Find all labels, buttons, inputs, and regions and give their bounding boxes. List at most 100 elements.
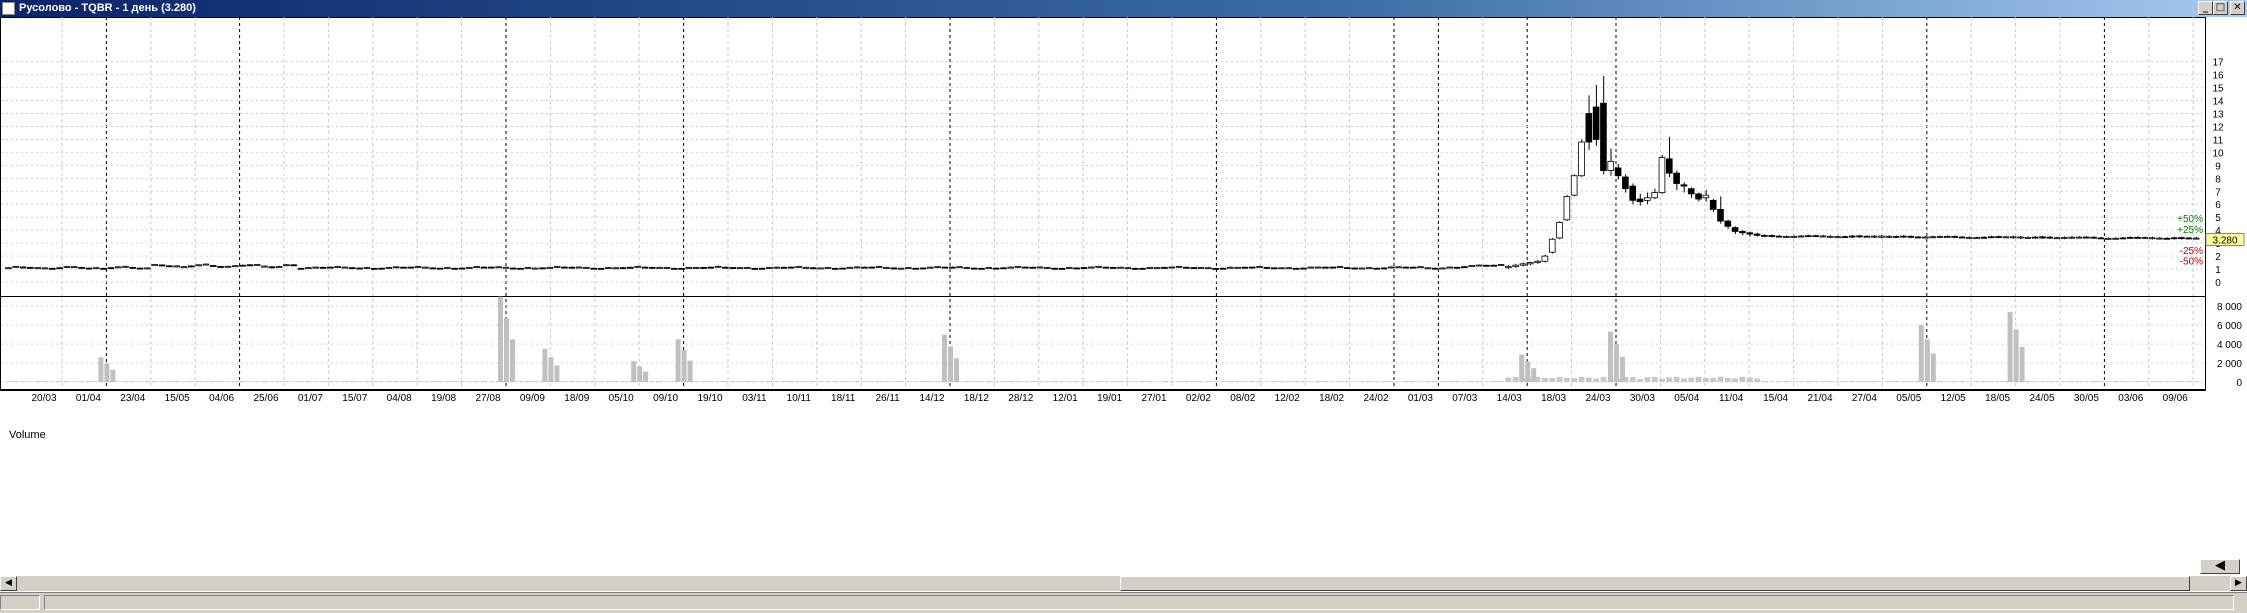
candle [802,266,810,269]
candle [1234,266,1241,269]
candle [1029,266,1037,269]
candle [195,264,202,267]
volume-bar [166,381,173,382]
candle [1358,267,1366,270]
volume-bar [1029,381,1036,382]
volume-bar [1505,377,1512,382]
volume-bar [678,381,685,382]
candle [992,267,1000,270]
volume-bar [371,381,378,382]
candle [2046,236,2054,239]
volume-bar [1790,381,1797,382]
candle [1965,237,1973,239]
candle [1197,267,1205,269]
candle [1614,167,1622,177]
scroll-right-icon[interactable]: ▶ [2230,576,2247,591]
candle [627,266,634,269]
candle [846,266,854,269]
volume-bar [1073,381,1080,382]
volume-bar [407,381,414,382]
scroll-left-icon[interactable]: ◀ [0,576,17,591]
scroll-thumb[interactable] [1120,576,2190,591]
volume-bar [12,381,19,382]
volume-bar [2054,381,2060,382]
x-tick-label: 15/04 [1763,393,1788,404]
candle [1951,236,1958,238]
volume-bar [129,381,136,382]
minimize-button[interactable]: _ [2198,1,2213,15]
candle [1870,235,1878,238]
volume-spike-bar [1531,368,1537,382]
scroll-to-end-button[interactable]: ◀ [2200,559,2240,574]
candle [1212,267,1219,270]
volume-bar [1988,381,1995,382]
x-tick-label: 24/03 [1585,393,1610,404]
candle [166,265,173,268]
x-tick-label: 15/07 [342,393,367,404]
price-tick-label: 10 [2212,148,2224,159]
volume-spike-bar [548,357,554,382]
candle [546,266,554,269]
candle [436,267,444,270]
volume-bar [473,381,480,382]
candle [2185,237,2193,240]
status-tab[interactable] [44,595,2234,610]
volume-bar [1659,378,1665,382]
volume-bar [27,381,34,382]
price-tick-label: 17 [2212,58,2224,69]
volume-spike-bar [542,348,548,382]
x-tick-label: 23/04 [120,393,145,404]
volume-bar [437,381,443,382]
candle [1292,267,1300,270]
candle [1885,235,1893,238]
candle [883,267,890,269]
price-tick-label: 7 [2215,187,2221,198]
candle [868,266,876,269]
candle [114,266,122,269]
last-price-label: 3.280 [2212,235,2237,246]
volume-bar [276,381,283,382]
candle [700,267,707,269]
volume-tick-label: 4 000 [2217,340,2242,351]
volume-bar [1183,381,1190,382]
horizontal-scrollbar[interactable]: ◀ ▶ [0,575,2247,591]
volume-bar [1644,377,1651,382]
x-tick-label: 09/10 [653,393,678,404]
volume-bar [620,381,626,382]
candle [290,264,298,267]
price-tick-label: 14 [2212,97,2224,108]
candle [707,266,715,269]
volume-bar [956,381,963,382]
close-button[interactable]: ✕ [2230,1,2245,15]
volume-bar [1468,381,1475,382]
x-tick-label: 12/02 [1275,393,1300,404]
volume-bar [1805,381,1812,382]
volume-bar [1044,381,1051,382]
volume-bar [1856,381,1863,382]
maximize-button[interactable]: □ [2213,1,2228,15]
candle [1205,267,1212,270]
price-chart[interactable]: 20/03 01/04 23/04 15/05 04/06 25/06 01/07 15/07… [0,0,2247,575]
candle [363,267,371,269]
x-tick-label: 03/11 [742,393,767,404]
volume-bar [664,381,670,382]
window-title: Русолово - TQBR - 1 день (3.280) [19,2,196,14]
volume-bar [1973,381,1980,382]
candle [473,266,480,269]
candle [1168,266,1176,269]
candle [809,267,817,270]
volume-bar [1915,381,1921,382]
x-tick-label: 12/05 [1941,393,1966,404]
volume-bar [1966,381,1973,382]
window-titlebar: Русолово - TQBR - 1 день (3.280) _ □ ✕ [0,0,2247,17]
volume-bar [1878,381,1885,382]
candle [502,266,510,269]
volume-bar [1527,377,1534,382]
volume-bar [100,381,107,382]
candle [1153,267,1161,270]
candle [919,267,927,270]
x-tick-label: 19/01 [1097,393,1122,404]
volume-bar [1103,381,1109,382]
x-tick-label: 27/04 [1852,393,1877,404]
candle [1344,267,1351,270]
